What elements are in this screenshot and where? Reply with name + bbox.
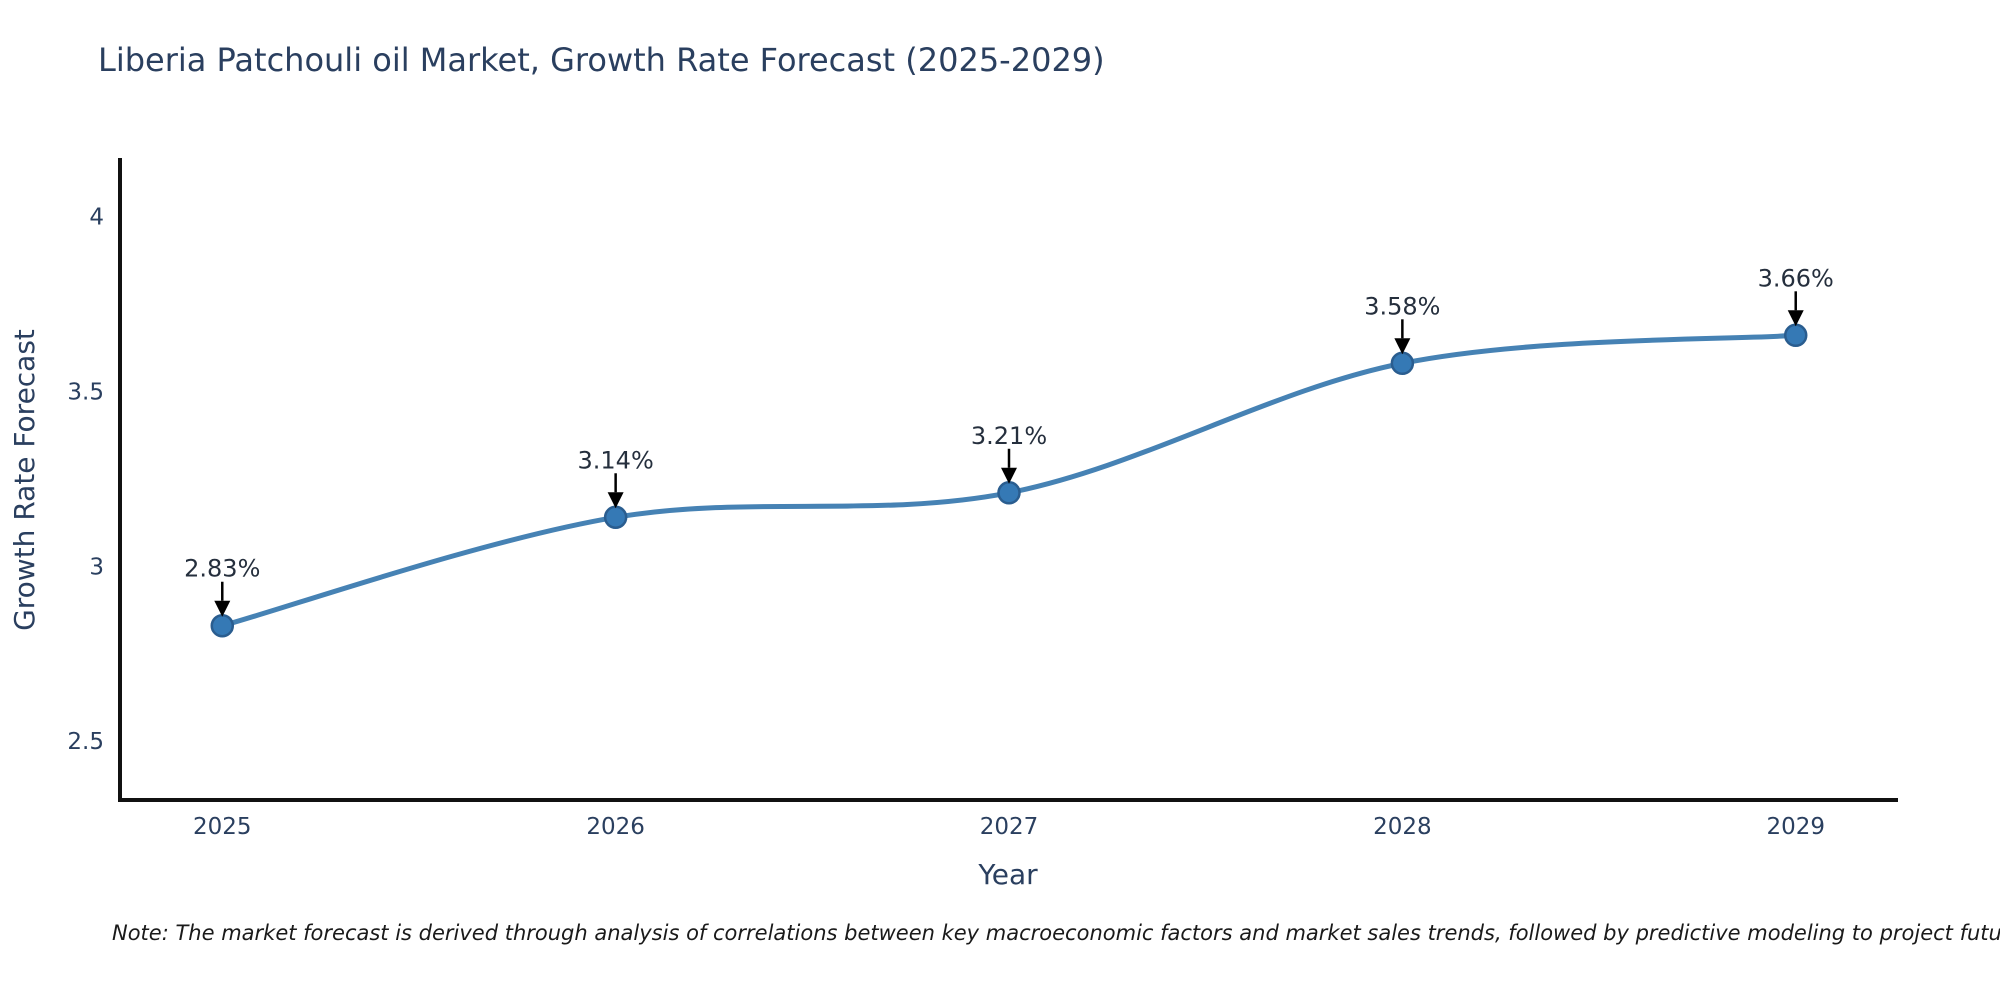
point-annotations: 2.83% 3.14% 3.21% 3.58% 3.66% bbox=[184, 264, 1834, 617]
data-point-marker bbox=[997, 481, 1021, 505]
annotation-arrow-head bbox=[214, 600, 231, 617]
y-tick-label: 3.5 bbox=[67, 379, 104, 405]
x-tick-label: 2026 bbox=[586, 814, 645, 840]
footnote: Note: The market forecast is derived thr… bbox=[112, 921, 2000, 945]
x-axis-label: Year bbox=[977, 858, 1038, 891]
point-value-label: 2.83% bbox=[184, 555, 260, 583]
data-point-marker bbox=[210, 613, 235, 638]
x-tick-label: 2028 bbox=[1373, 814, 1432, 840]
y-tick-label: 2.5 bbox=[67, 729, 104, 755]
annotation-arrow-head bbox=[1001, 467, 1017, 484]
y-axis-label: Growth Rate Forecast bbox=[8, 329, 41, 631]
x-axis-tick-labels: 2025 2026 2027 2028 2029 bbox=[193, 814, 1825, 840]
x-tick-label: 2027 bbox=[980, 814, 1039, 840]
chart-title: Liberia Patchouli oil Market, Growth Rat… bbox=[98, 41, 1105, 79]
point-value-label: 3.58% bbox=[1364, 292, 1440, 320]
point-value-label: 3.14% bbox=[578, 446, 654, 474]
annotation-arrow-head bbox=[607, 492, 624, 509]
point-value-label: 3.66% bbox=[1758, 264, 1834, 292]
data-point-marker bbox=[1390, 351, 1415, 376]
line-series bbox=[210, 323, 1808, 638]
data-point-marker bbox=[603, 505, 628, 530]
y-axis-tick-labels: 2.5 3 3.5 4 bbox=[67, 204, 104, 755]
annotation-arrow-head bbox=[1394, 338, 1411, 355]
y-tick-label: 3 bbox=[89, 554, 104, 580]
x-tick-label: 2025 bbox=[193, 814, 252, 840]
point-value-label: 3.21% bbox=[971, 422, 1047, 450]
annotation-arrow-head bbox=[1787, 310, 1804, 327]
y-tick-label: 4 bbox=[89, 204, 104, 230]
x-tick-label: 2029 bbox=[1766, 814, 1825, 840]
data-point-marker bbox=[1783, 323, 1808, 348]
